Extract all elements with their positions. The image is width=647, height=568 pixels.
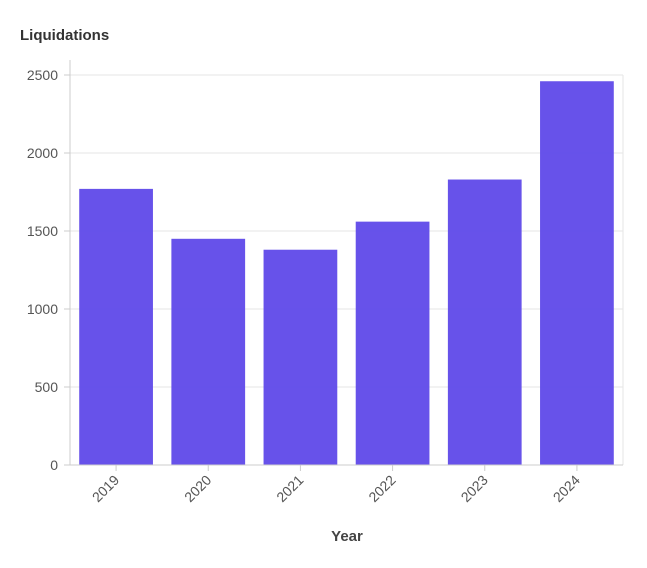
gridlines — [64, 74, 624, 466]
bar-2021 — [263, 249, 338, 465]
x-axis-label: Year — [331, 528, 363, 545]
x-tick-label: 2023 — [458, 472, 491, 505]
y-tick-label: 0 — [50, 457, 58, 473]
bar-2022 — [355, 221, 430, 465]
y-tick-label: 2500 — [27, 67, 58, 83]
y-tick-labels: 0 500 1000 1500 2000 2500 — [27, 67, 58, 473]
x-tick-label: 2024 — [550, 472, 583, 505]
y-tick-label: 500 — [35, 379, 59, 395]
chart-title: Liquidations — [20, 27, 109, 44]
x-tick-label: 2022 — [365, 472, 398, 505]
bar-2024 — [540, 81, 614, 466]
x-tick-labels: 2019 2020 2021 2022 2023 2024 — [89, 472, 583, 505]
bar-2019 — [79, 188, 153, 465]
bar-2023 — [447, 179, 522, 465]
y-tick-label: 2000 — [27, 145, 58, 161]
bars — [79, 81, 614, 466]
axes — [69, 60, 623, 471]
x-tick-label: 2020 — [181, 472, 214, 505]
x-tick-label: 2021 — [273, 472, 306, 505]
y-tick-label: 1500 — [27, 223, 58, 239]
y-tick-label: 1000 — [27, 301, 58, 317]
x-tick-label: 2019 — [89, 472, 122, 505]
bar-2020 — [171, 238, 246, 465]
